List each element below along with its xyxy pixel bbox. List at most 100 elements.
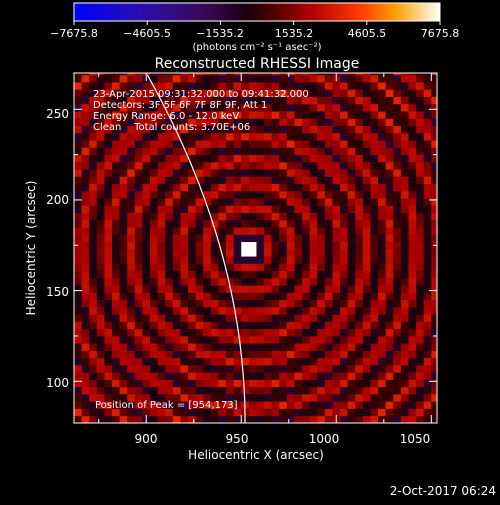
heatmap-cell — [423, 263, 432, 272]
heatmap-cell — [233, 234, 242, 243]
heatmap-cell — [286, 270, 295, 279]
heatmap-cell — [180, 118, 189, 126]
heatmap-cell — [203, 328, 212, 337]
heatmap-cell — [431, 176, 437, 185]
heatmap-cell — [302, 183, 311, 192]
heatmap-cell — [378, 277, 387, 286]
heatmap-cell — [279, 263, 288, 272]
heatmap-cell — [431, 357, 437, 366]
heatmap-cell — [119, 234, 128, 243]
heatmap-cell — [309, 401, 318, 409]
heatmap-cell — [355, 219, 364, 228]
heatmap-cell — [180, 161, 189, 170]
heatmap-cell — [340, 205, 349, 214]
heatmap-cell — [81, 219, 90, 228]
heatmap-cell — [423, 74, 432, 83]
heatmap-cell — [142, 89, 151, 97]
heatmap-cell — [134, 306, 143, 315]
heatmap-cell — [400, 393, 409, 402]
heatmap-cell — [400, 321, 409, 330]
heatmap-cell — [271, 241, 280, 250]
heatmap-cell — [172, 263, 181, 272]
heatmap-cell — [385, 256, 394, 264]
heatmap-cell — [393, 350, 402, 359]
heatmap-cell — [203, 372, 212, 380]
heatmap-cell — [302, 306, 311, 315]
heatmap-cell — [400, 241, 409, 250]
heatmap-cell — [112, 111, 121, 119]
heatmap-cell — [400, 118, 409, 126]
heatmap-cell — [279, 350, 288, 359]
heatmap-cell — [74, 321, 82, 330]
heatmap-cell — [233, 343, 242, 351]
heatmap-cell — [393, 103, 402, 112]
heatmap-cell — [96, 176, 105, 185]
heatmap-cell — [431, 248, 437, 257]
heatmap-cell — [340, 161, 349, 170]
heatmap-cell — [180, 169, 189, 177]
heatmap-cell — [317, 234, 326, 243]
heatmap-cell — [271, 198, 280, 206]
heatmap-cell — [226, 270, 235, 279]
heatmap-cell — [294, 176, 303, 185]
heatmap-cell — [203, 103, 212, 112]
heatmap-cell — [271, 118, 280, 126]
heatmap-cell — [142, 154, 151, 163]
heatmap-cell — [264, 321, 273, 330]
heatmap-cell — [233, 118, 242, 126]
heatmap-cell — [165, 372, 174, 380]
heatmap-cell — [355, 118, 364, 126]
heatmap-cell — [74, 212, 82, 221]
heatmap-cell — [203, 198, 212, 206]
heatmap-cell — [408, 140, 417, 148]
heatmap-cell — [119, 205, 128, 214]
heatmap-cell — [362, 393, 371, 402]
heatmap-cell — [104, 285, 113, 293]
heatmap-cell — [226, 205, 235, 214]
heatmap-cell — [89, 176, 98, 185]
heatmap-cell — [302, 263, 311, 272]
heatmap-cell — [309, 103, 318, 112]
heatmap-cell — [112, 227, 121, 235]
heatmap-cell — [355, 270, 364, 279]
heatmap-cell — [362, 270, 371, 279]
heatmap-cell — [81, 350, 90, 359]
heatmap-cell — [248, 401, 257, 409]
heatmap-cell — [96, 89, 105, 97]
heatmap-cell — [195, 248, 204, 257]
heatmap-cell — [119, 140, 128, 148]
heatmap-cell — [172, 140, 181, 148]
heatmap-cell — [241, 364, 250, 373]
heatmap-cell — [233, 96, 242, 105]
heatmap-cell — [362, 147, 371, 155]
heatmap-cell — [393, 212, 402, 221]
heatmap-cell — [127, 205, 136, 214]
heatmap-cell — [332, 408, 341, 417]
heatmap-cell — [89, 219, 98, 228]
heatmap-cell — [96, 205, 105, 214]
heatmap-cell — [233, 227, 242, 235]
heatmap-cell — [233, 241, 242, 250]
heatmap-cell — [324, 190, 333, 199]
heatmap-cell — [317, 118, 326, 126]
heatmap-cell — [165, 285, 174, 293]
heatmap-cell — [294, 219, 303, 228]
heatmap-cell — [385, 364, 394, 373]
heatmap-cell — [271, 169, 280, 177]
heatmap-cell — [279, 219, 288, 228]
heatmap-cell — [74, 263, 82, 272]
heatmap-cell — [104, 227, 113, 235]
heatmap-cell — [431, 277, 437, 286]
heatmap-cell — [279, 198, 288, 206]
heatmap-cell — [416, 357, 425, 366]
heatmap-cell — [271, 263, 280, 272]
heatmap-cell — [172, 306, 181, 315]
heatmap-cell — [81, 379, 90, 388]
heatmap-cell — [81, 205, 90, 214]
heatmap-cell — [210, 154, 219, 163]
axis-ticks — [74, 73, 437, 423]
heatmap-cell — [370, 89, 379, 97]
heatmap-cell — [378, 176, 387, 185]
heatmap-cell — [195, 205, 204, 214]
heatmap-cell — [302, 335, 311, 344]
